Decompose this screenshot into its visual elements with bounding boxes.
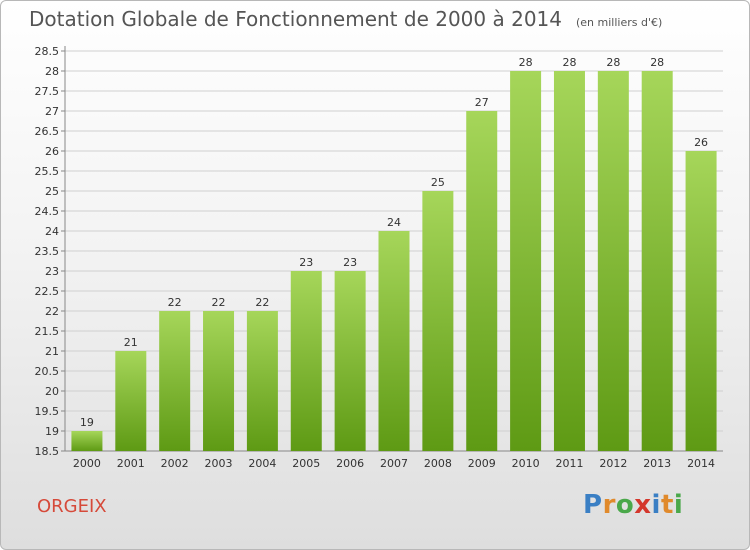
logo-letter: r — [602, 490, 616, 520]
x-tick-label: 2005 — [292, 457, 320, 470]
bar — [334, 271, 366, 451]
data-label: 28 — [562, 56, 576, 69]
x-tick-label: 2008 — [424, 457, 452, 470]
y-tick-label: 20.5 — [35, 365, 60, 378]
data-label: 28 — [519, 56, 533, 69]
data-label: 19 — [80, 416, 94, 429]
data-label: 28 — [650, 56, 664, 69]
x-tick-label: 2009 — [468, 457, 496, 470]
bar — [641, 71, 673, 451]
y-tick-label: 26.5 — [35, 125, 60, 138]
bar — [553, 71, 585, 451]
bar — [422, 191, 454, 451]
x-tick-label: 2014 — [687, 457, 715, 470]
y-tick-label: 22 — [45, 305, 59, 318]
y-tick-label: 27.5 — [35, 85, 60, 98]
bar — [71, 431, 103, 451]
logo-letter: x — [634, 490, 652, 520]
y-tick-label: 22.5 — [35, 285, 60, 298]
bar — [597, 71, 629, 451]
y-tick-label: 27 — [45, 105, 59, 118]
y-tick-label: 21.5 — [35, 325, 60, 338]
y-tick-label: 24 — [45, 225, 59, 238]
x-tick-label: 2001 — [117, 457, 145, 470]
logo-letter: i — [651, 490, 661, 520]
y-tick-label: 21 — [45, 345, 59, 358]
data-label: 22 — [255, 296, 269, 309]
data-label: 25 — [431, 176, 445, 189]
x-tick-label: 2006 — [336, 457, 364, 470]
y-tick-label: 19 — [45, 425, 59, 438]
x-tick-label: 2004 — [248, 457, 276, 470]
data-label: 24 — [387, 216, 401, 229]
y-tick-label: 19.5 — [35, 405, 60, 418]
y-tick-label: 23 — [45, 265, 59, 278]
bar — [159, 311, 191, 451]
chart-title-text: Dotation Globale de Fonctionnement de 20… — [29, 7, 562, 31]
data-label: 22 — [168, 296, 182, 309]
y-tick-label: 28.5 — [35, 45, 60, 58]
bar — [378, 231, 410, 451]
x-tick-label: 2000 — [73, 457, 101, 470]
bar — [203, 311, 235, 451]
x-tick-label: 2003 — [205, 457, 233, 470]
data-label: 23 — [299, 256, 313, 269]
x-tick-label: 2007 — [380, 457, 408, 470]
y-tick-label: 23.5 — [35, 245, 60, 258]
data-label: 23 — [343, 256, 357, 269]
y-tick-label: 20 — [45, 385, 59, 398]
data-label: 28 — [606, 56, 620, 69]
y-tick-label: 25.5 — [35, 165, 60, 178]
proxiti-logo: Proxiti — [583, 490, 683, 520]
logo-letter: t — [660, 490, 674, 520]
y-tick-label: 25 — [45, 185, 59, 198]
y-tick-label: 18.5 — [35, 445, 60, 458]
bar — [115, 351, 147, 451]
y-tick-label: 26 — [45, 145, 59, 158]
logo-letter: P — [583, 490, 603, 520]
data-label: 27 — [475, 96, 489, 109]
commune-name: ORGEIX — [37, 496, 107, 517]
bar — [685, 151, 717, 451]
x-tick-label: 2012 — [599, 457, 627, 470]
bar — [246, 311, 278, 451]
chart-title: Dotation Globale de Fonctionnement de 20… — [29, 7, 662, 31]
unit-note: (en milliers d'€) — [576, 16, 663, 29]
x-tick-label: 2010 — [512, 457, 540, 470]
x-tick-label: 2013 — [643, 457, 671, 470]
data-label: 26 — [694, 136, 708, 149]
x-tick-label: 2002 — [161, 457, 189, 470]
y-tick-label: 28 — [45, 65, 59, 78]
bar — [466, 111, 498, 451]
x-tick-label: 2011 — [555, 457, 583, 470]
logo-letter: i — [673, 490, 684, 520]
bar — [510, 71, 542, 451]
data-label: 22 — [212, 296, 226, 309]
data-label: 21 — [124, 336, 138, 349]
y-tick-label: 24.5 — [35, 205, 60, 218]
logo-letter: o — [615, 490, 635, 520]
bar — [290, 271, 322, 451]
